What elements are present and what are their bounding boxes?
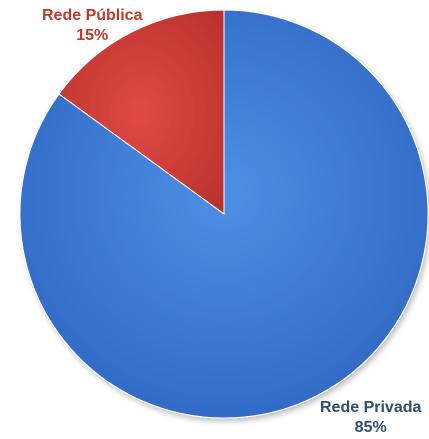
slice-rede-publica [58, 9, 225, 215]
slice-value-rede-publica: 15% [76, 27, 109, 44]
slice-label-rede-privada: Rede Privada 85% [320, 398, 421, 438]
slice-value-rede-privada: 85% [354, 419, 387, 436]
slice-name-rede-privada: Rede Privada [320, 399, 422, 416]
slice-rede-privada [19, 9, 429, 419]
slice-label-rede-publica: Rede Pública 15% [42, 6, 142, 46]
slice-name-rede-publica: Rede Pública [42, 7, 143, 24]
